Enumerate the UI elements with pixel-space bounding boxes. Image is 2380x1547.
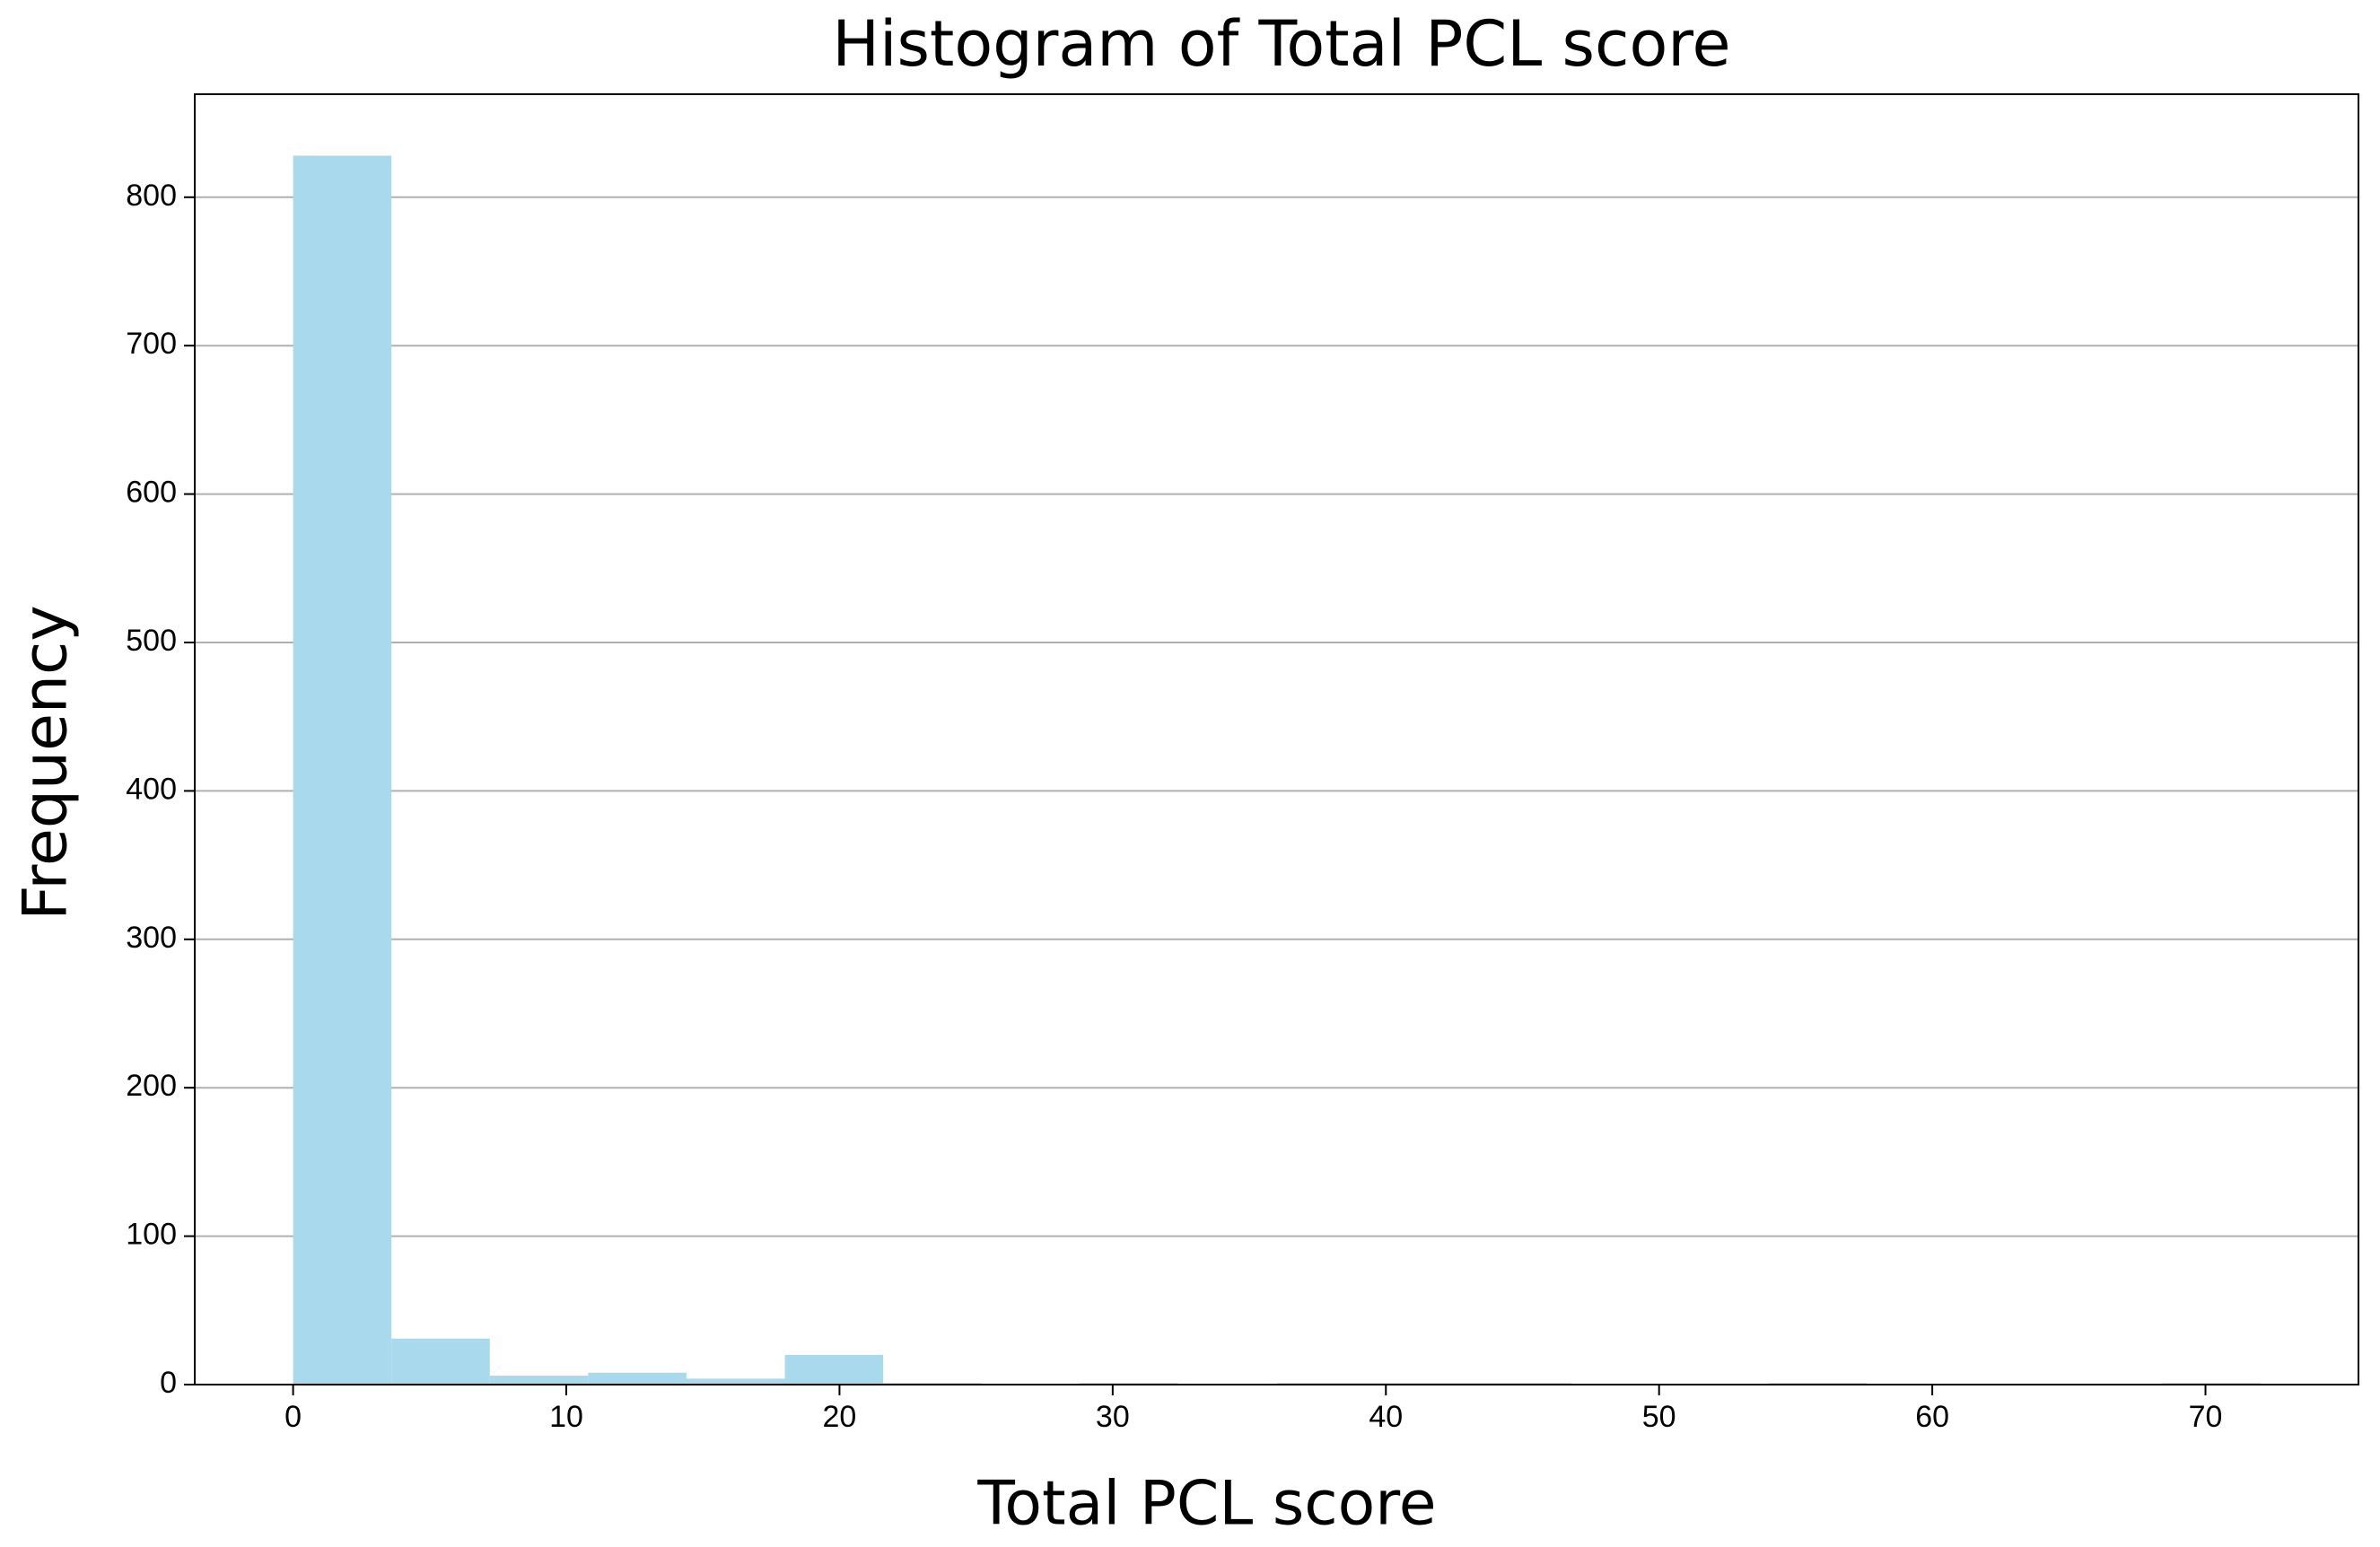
x-tick-label: 10 xyxy=(549,1400,583,1434)
plot-frame xyxy=(194,93,2359,1385)
y-tick-label: 500 xyxy=(126,624,177,658)
y-tick-label: 0 xyxy=(160,1366,177,1400)
x-tick-label: 40 xyxy=(1369,1400,1403,1434)
y-tick-label: 400 xyxy=(126,772,177,806)
x-tick-label: 50 xyxy=(1642,1400,1676,1434)
x-axis-label: Total PCL score xyxy=(976,1469,1436,1540)
y-tick-label: 700 xyxy=(126,327,177,361)
y-tick-label: 200 xyxy=(126,1069,177,1103)
bar xyxy=(686,1378,785,1385)
bar xyxy=(588,1372,687,1385)
y-axis-label: Frequency xyxy=(11,605,82,920)
y-tick-label: 300 xyxy=(126,921,177,955)
chart-title: Histogram of Total PCL score xyxy=(832,7,1730,81)
y-tick-label: 600 xyxy=(126,476,177,510)
bar xyxy=(391,1338,490,1385)
x-tick-label: 70 xyxy=(2189,1400,2223,1434)
x-tick-label: 60 xyxy=(1915,1400,1949,1434)
y-tick-label: 800 xyxy=(126,179,177,213)
x-tick-label: 0 xyxy=(284,1400,302,1434)
bar xyxy=(489,1376,589,1385)
x-tick-label: 30 xyxy=(1096,1400,1130,1434)
bar xyxy=(293,155,392,1385)
x-tick-label: 20 xyxy=(823,1400,857,1434)
y-tick-label: 100 xyxy=(126,1218,177,1252)
bar xyxy=(784,1354,884,1385)
